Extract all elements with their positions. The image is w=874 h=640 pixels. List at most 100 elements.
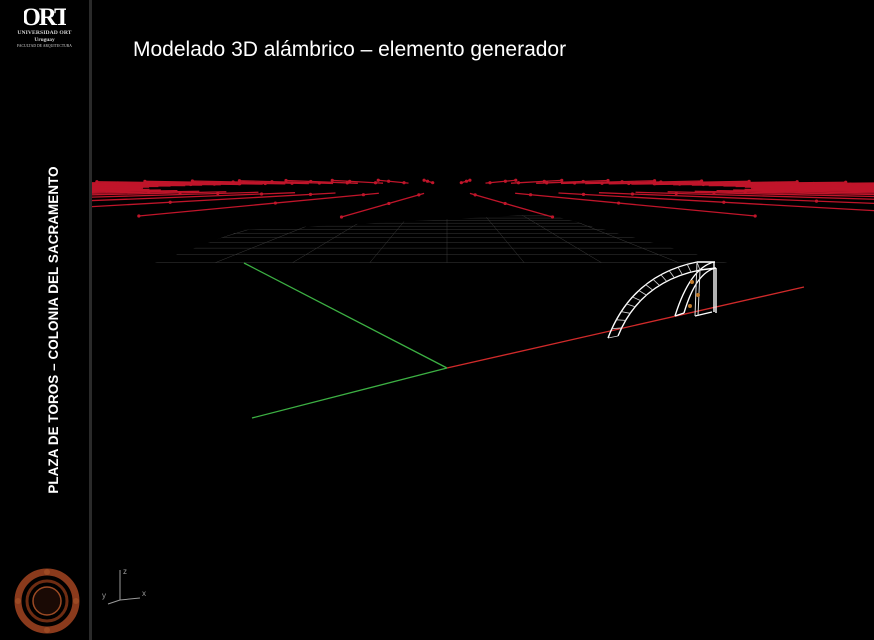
sidebar-divider <box>89 0 92 640</box>
ray-node <box>273 201 278 205</box>
ray-node <box>361 193 366 197</box>
ray-node <box>699 179 704 183</box>
ray-node <box>168 200 172 204</box>
radial-ray <box>92 190 200 194</box>
ray-node <box>290 181 294 185</box>
university-logo: ORT UNIVERSIDAD ORT Uruguay FACULTAD DE … <box>2 3 87 58</box>
ray-node <box>473 193 477 197</box>
ray-node <box>216 191 220 196</box>
radial-ray <box>239 180 334 185</box>
ray-node <box>417 193 421 197</box>
ray-node <box>402 181 406 185</box>
arch-rib <box>686 264 692 273</box>
radial-ray <box>144 180 286 185</box>
arch-joint <box>688 304 692 308</box>
radial-ray <box>92 191 259 198</box>
axis-green-back <box>243 262 448 369</box>
ray-node <box>387 201 391 206</box>
sidebar: ORT UNIVERSIDAD ORT Uruguay FACULTAD DE … <box>0 0 89 640</box>
logo-country: Uruguay <box>34 37 55 43</box>
grid-line <box>292 214 434 263</box>
ray-node <box>464 179 469 183</box>
arch-rib <box>645 284 653 291</box>
ray-node <box>422 178 426 182</box>
arch-rib <box>696 261 701 271</box>
ray-node <box>376 178 380 182</box>
logo-university-name: UNIVERSIDAD ORT <box>17 30 72 36</box>
radial-ray <box>341 192 425 218</box>
ray-node <box>431 181 435 185</box>
ray-node <box>137 214 141 218</box>
radial-ray <box>631 181 798 185</box>
ray-node <box>620 180 624 184</box>
ray-node <box>468 178 472 182</box>
ray-node <box>560 178 564 182</box>
radial-ray <box>667 191 874 198</box>
bullring-emblem-icon <box>14 568 80 634</box>
ray-node <box>659 180 663 184</box>
radial-ray <box>138 192 379 217</box>
radial-ray <box>598 192 874 205</box>
arch-generator-element[interactable] <box>607 261 717 339</box>
ray-node <box>503 179 507 183</box>
grid-line <box>138 214 420 263</box>
ray-node <box>317 181 321 185</box>
ray-node <box>387 179 391 183</box>
ray-node <box>308 192 313 197</box>
ray-node <box>606 178 610 183</box>
vertical-project-title: PLAZA DE TOROS – COLONIA DEL SACRAMENTO <box>46 166 61 494</box>
grid-line <box>215 214 427 263</box>
radial-ray <box>751 188 874 191</box>
ray-node <box>652 179 657 183</box>
ray-node <box>348 179 352 183</box>
ray-node <box>790 185 794 189</box>
arch-rib <box>668 270 675 279</box>
ray-node <box>542 179 546 183</box>
ray-node <box>330 178 334 182</box>
radial-ray <box>558 192 874 212</box>
ray-node <box>263 181 267 186</box>
logo-mark-text: ORT <box>24 4 66 29</box>
ray-node <box>488 181 492 185</box>
wireframe-3d-viewport[interactable]: z x y <box>92 0 874 640</box>
radial-ray <box>694 190 874 196</box>
ray-node <box>795 180 799 184</box>
world-axes <box>243 262 805 419</box>
ray-node <box>345 181 349 185</box>
arch-rib <box>677 266 683 275</box>
radial-ray <box>92 191 227 196</box>
radial-ray <box>92 192 296 202</box>
ray-node <box>753 214 757 218</box>
radial-ray <box>673 182 874 186</box>
ray-node <box>425 179 430 183</box>
arch-rib <box>660 274 667 282</box>
ray-node <box>259 192 264 196</box>
radial-ray <box>608 180 750 185</box>
arch-wire <box>674 261 715 317</box>
radial-ray <box>635 191 874 200</box>
radial-ray <box>716 190 874 194</box>
slide-title: Modelado 3D alámbrico – elemento generad… <box>133 38 567 61</box>
logo-faculty: FACULTAD DE ARQUITECTURA <box>16 44 73 48</box>
ray-node <box>581 179 585 184</box>
ray-node <box>581 192 586 197</box>
radial-ray <box>733 189 874 193</box>
radial-ray <box>753 187 874 190</box>
axis-red <box>446 286 805 369</box>
ray-node <box>545 181 549 185</box>
radial-ray <box>750 186 874 189</box>
arch-rib <box>611 327 622 330</box>
arch-rib <box>638 290 647 296</box>
arch-rib <box>652 279 660 286</box>
arch-rib <box>616 319 626 321</box>
axis-green-front <box>251 367 448 419</box>
ray-node <box>514 178 518 182</box>
ray-node <box>528 193 533 197</box>
arch-rib <box>621 311 631 314</box>
arch-wire <box>617 269 701 337</box>
ray-node <box>339 215 344 219</box>
ray-node <box>747 179 751 183</box>
radial-ray <box>585 180 702 185</box>
radial-ray <box>515 192 756 217</box>
arch-pillar <box>694 261 698 317</box>
